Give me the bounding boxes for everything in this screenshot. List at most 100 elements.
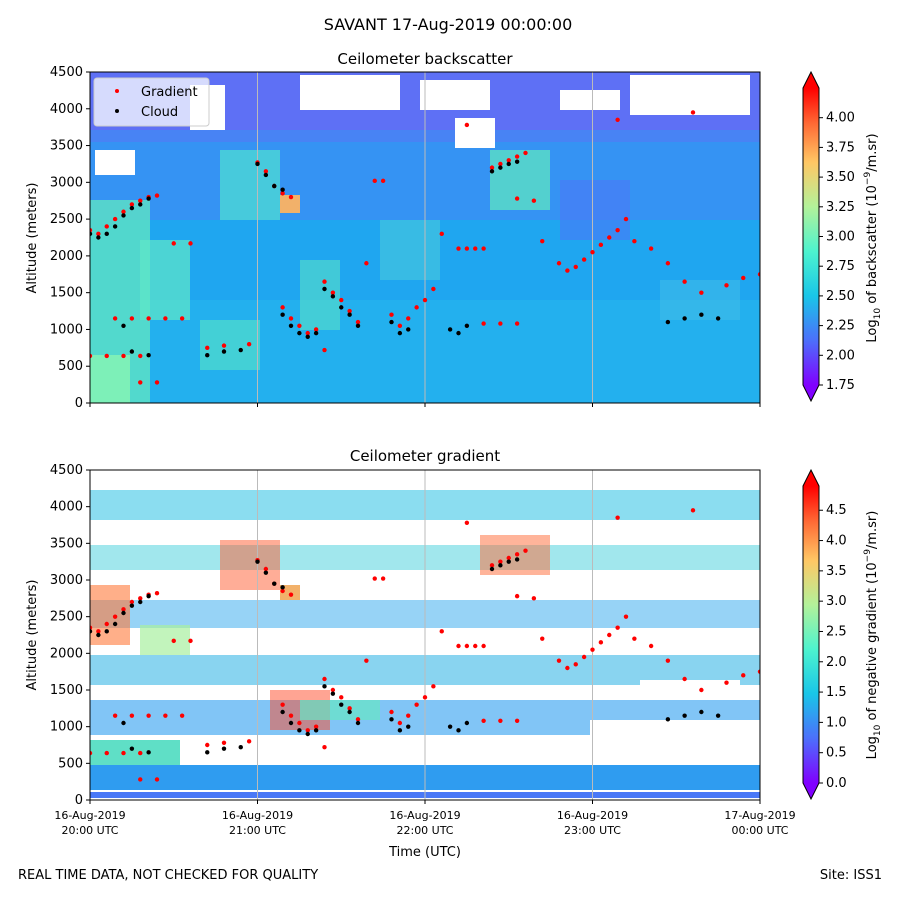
gradient-x-axis: 16-Aug-2019 20:00 UTC 16-Aug-2019 21:00 UTC… — [54, 800, 796, 837]
gradient-point — [615, 117, 620, 123]
cloud-point — [489, 169, 495, 174]
gradient-point — [330, 290, 336, 295]
gradient-point — [682, 279, 687, 284]
panel-backscatter: Ceilometer backscatter — [25, 50, 883, 411]
backscatter-legend: Gradient Cloud — [93, 77, 210, 127]
cloud-point — [90, 231, 93, 237]
cloud-point — [305, 334, 310, 339]
gradient-point — [397, 323, 403, 328]
gradient-point — [699, 290, 704, 295]
gradient-point — [481, 246, 486, 251]
cloud-point — [272, 183, 277, 189]
gradient-point — [590, 250, 595, 255]
colorbar-tick-label: 1.5 — [826, 685, 847, 700]
gradient-point — [121, 209, 126, 214]
cloud-point — [263, 172, 269, 178]
gradient-point — [112, 713, 118, 718]
gradient-point — [339, 695, 344, 700]
gradient-point — [205, 742, 210, 748]
cloud-point — [699, 709, 704, 715]
gradient-point — [422, 297, 428, 303]
cloud-point — [280, 585, 285, 590]
gradient-point — [632, 238, 637, 244]
gradient-point — [372, 178, 377, 184]
gradient-point — [179, 316, 185, 321]
gradient-point — [422, 695, 428, 700]
gradient-point — [288, 713, 294, 718]
colorbar-tick-label: 0.0 — [826, 776, 847, 791]
colorbar-tick-label: 1.75 — [826, 378, 855, 393]
gradient-point — [431, 684, 436, 689]
gradient-point — [406, 316, 411, 321]
y-tick-label: 2000 — [50, 249, 83, 264]
cloud-point — [146, 750, 151, 755]
cloud-point — [506, 559, 511, 564]
gradient-point — [514, 321, 520, 326]
gradient-point — [179, 713, 185, 718]
backscatter-cloud-points — [90, 159, 721, 358]
y-tick-label: 3000 — [50, 175, 83, 190]
gradient-point — [615, 227, 620, 233]
gradient-point — [523, 548, 528, 553]
gradient-point — [305, 728, 310, 733]
gradient-point — [288, 316, 294, 321]
gradient-point — [188, 241, 193, 246]
gradient-point — [498, 321, 503, 326]
gradient-point — [146, 316, 151, 321]
cloud-point — [665, 717, 671, 722]
cloud-point — [514, 159, 520, 164]
colorbar-tick-label: 3.5 — [826, 564, 847, 579]
y-tick-label: 2000 — [50, 646, 83, 661]
gradient-point — [556, 261, 562, 266]
x-tick-label-time: 23:00 UTC — [564, 824, 621, 837]
cloud-point — [146, 196, 151, 201]
backscatter-gridlines — [257, 72, 593, 403]
gradient-point — [514, 552, 520, 557]
cloud-point — [397, 330, 403, 336]
gradient-point — [171, 241, 176, 246]
gradient-point — [581, 257, 587, 262]
cloud-point — [129, 746, 135, 751]
cloud-point — [330, 294, 336, 299]
gradient-point — [129, 599, 135, 605]
gradient-point — [364, 658, 369, 663]
gradient-point — [523, 150, 528, 156]
colorbar-tick-label: 4.5 — [826, 503, 847, 518]
y-tick-label: 4000 — [50, 500, 83, 515]
backscatter-y-label: Altitude (meters) — [25, 183, 40, 294]
cloud-point — [665, 319, 671, 325]
cloud-point — [514, 557, 520, 562]
cloud-point — [146, 593, 151, 599]
y-tick-label: 3000 — [50, 573, 83, 588]
colorbar-tick-label: 2.00 — [826, 348, 855, 363]
gradient-point — [297, 720, 302, 726]
x-tick-label-time: 22:00 UTC — [396, 824, 453, 837]
gradient-point — [514, 718, 520, 723]
gradient-point — [724, 680, 729, 685]
cloud-point — [389, 319, 394, 325]
x-tick-label-time: 20:00 UTC — [61, 824, 118, 837]
gradient-point — [163, 316, 168, 321]
gradient-point — [414, 305, 419, 310]
cloud-point — [682, 316, 687, 321]
cloud-point — [699, 312, 704, 317]
gradient-point — [104, 750, 109, 756]
gradient-point — [263, 169, 269, 174]
cloud-point — [272, 581, 277, 586]
gradient-point — [615, 515, 620, 520]
gradient-point — [330, 687, 336, 693]
gradient-point — [389, 312, 394, 317]
gradient-point — [623, 216, 629, 222]
cloud-point — [489, 566, 495, 572]
cloud-point — [397, 728, 403, 733]
gradient-point — [90, 750, 93, 756]
cloud-point — [305, 731, 310, 737]
cloud-point — [715, 316, 721, 321]
cloud-point — [322, 684, 327, 689]
cloud-point — [121, 213, 126, 218]
gradient-point — [456, 643, 461, 649]
gradient-point — [514, 154, 520, 159]
colorbar-tick-label: 0.5 — [826, 746, 847, 761]
gradient-point — [431, 286, 436, 292]
